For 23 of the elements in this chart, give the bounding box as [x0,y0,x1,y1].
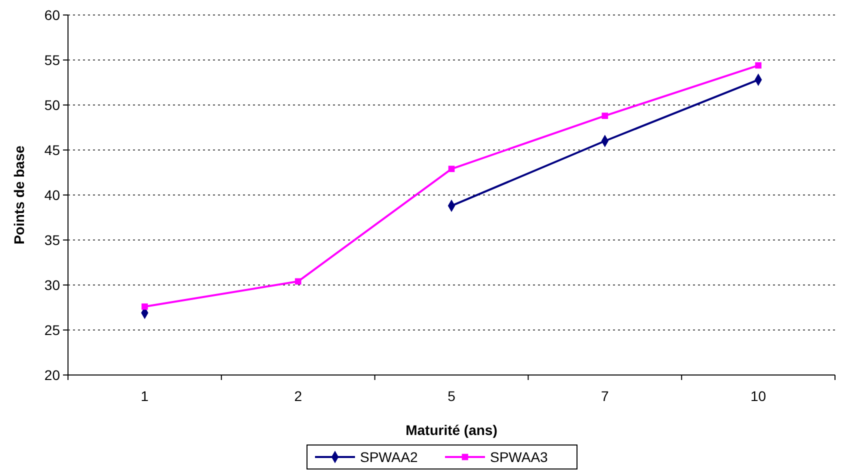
point [142,303,148,310]
y-tick-label: 50 [44,96,60,113]
y-tick-label: 25 [44,322,60,338]
legend-label: SPWAA3 [490,448,548,465]
x-tick-label: 2 [294,388,302,404]
y-tick-label: 55 [44,52,60,68]
point [755,62,762,69]
y-tick-label: 35 [44,232,60,248]
y-tick-label: 20 [44,366,60,383]
y-tick-label: 30 [44,276,60,293]
y-tick-label: 45 [44,142,60,158]
x-axis-title: Maturité (ans) [406,422,498,438]
y-tick-label: 40 [44,186,60,203]
legend-label: SPWAA2 [360,448,418,465]
point [602,112,608,119]
x-tick-label: 1 [140,388,149,404]
x-tick-label: 7 [601,388,609,404]
point [448,166,455,172]
x-tick-label: 5 [448,388,456,404]
y-axis-title: Points de base [11,145,27,244]
y-tick-label: 60 [44,6,60,23]
x-tick-label: 10 [750,388,766,404]
point [294,278,302,285]
